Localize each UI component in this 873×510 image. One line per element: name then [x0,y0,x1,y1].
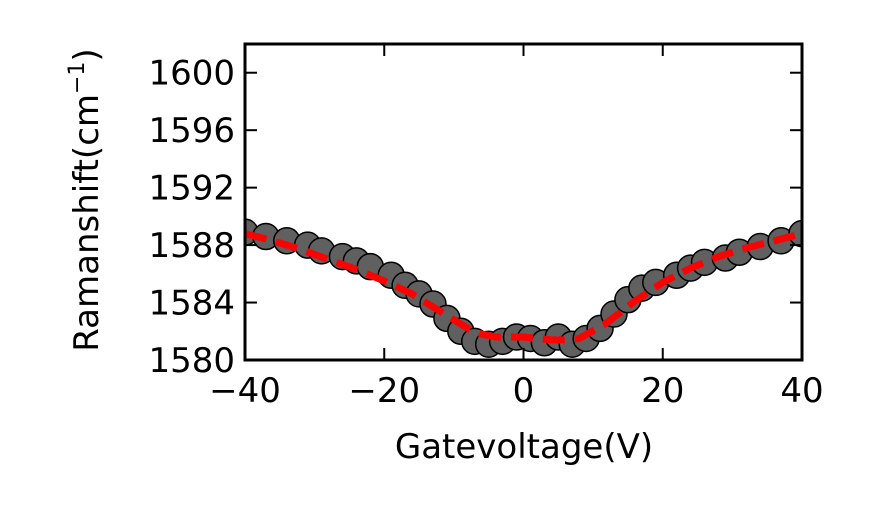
data-series [245,218,802,358]
y-axis-label-main: Ramanshift(cm [67,94,107,352]
y-tick-label: 1596 [148,111,235,151]
y-tick-label: 1584 [148,284,235,324]
fit-line [245,230,802,344]
axis-ticks: −40 −20 0 20 40 1580 1584 1588 1592 1596 1600 [148,44,824,411]
x-tick-label: −40 [209,371,281,411]
x-tick-label: 0 [513,371,535,411]
y-tick-label: 1600 [148,54,235,94]
x-tick-label: −20 [348,371,420,411]
x-tick-label: 40 [780,371,823,411]
y-axis-label-end: ) [67,48,107,61]
x-tick-label: 20 [641,371,684,411]
plot-frame [243,42,804,362]
y-axis-label: Ramanshift(cm−1) [65,48,107,351]
y-axis-label-superscript: −1 [65,62,90,94]
y-tick-label: 1592 [148,169,235,209]
x-axis-label: Gatevoltage(V) [395,427,653,467]
y-tick-label: 1580 [148,341,235,381]
y-tick-label: 1588 [148,226,235,266]
